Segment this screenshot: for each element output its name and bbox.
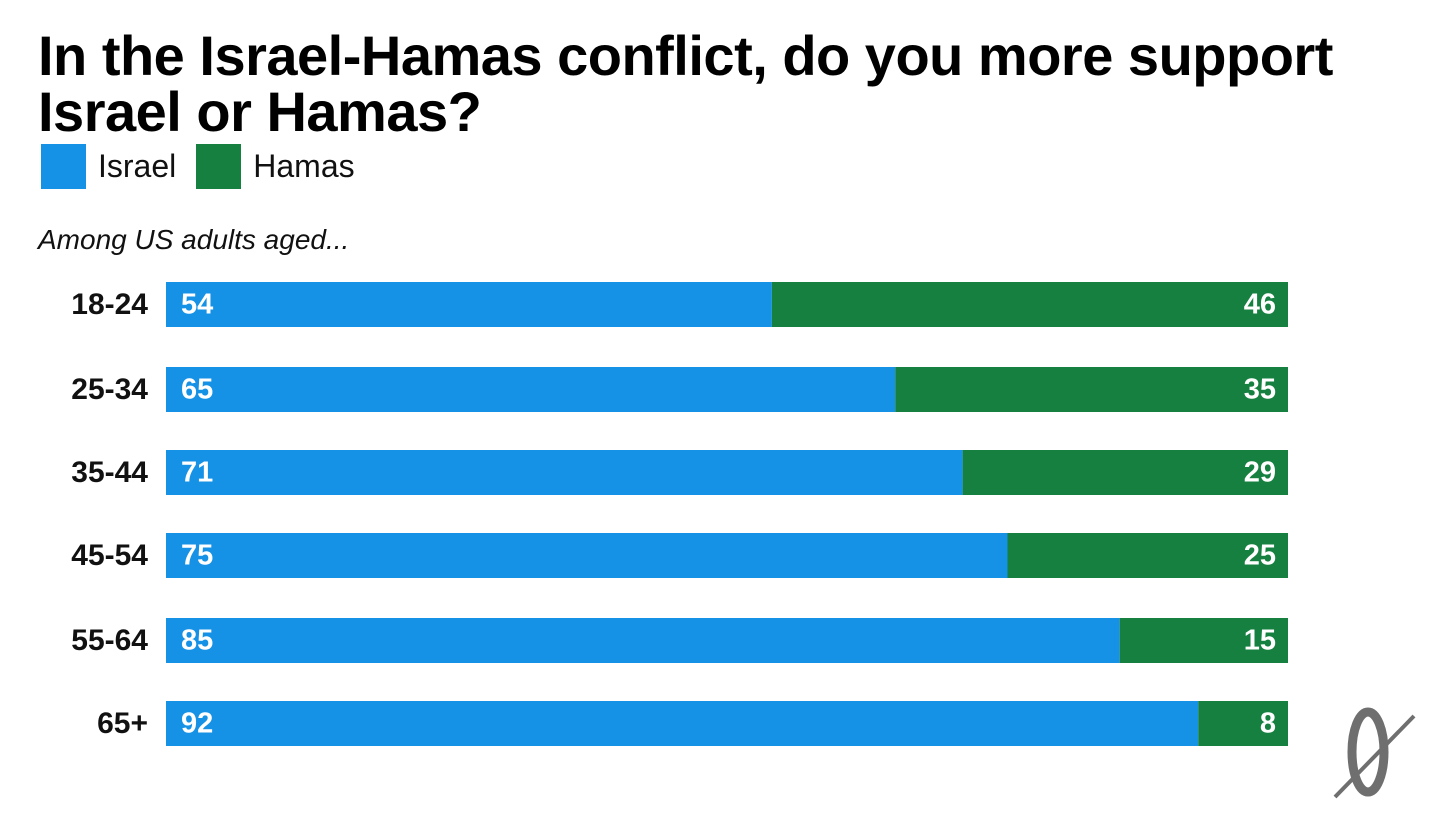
bar-hamas-45-54: [1007, 533, 1288, 578]
legend-label-israel: Israel: [98, 147, 177, 184]
legend: Israel Hamas: [41, 143, 375, 189]
value-label-israel-25-34: 65: [181, 374, 213, 406]
legend-item-hamas: Hamas: [196, 143, 355, 189]
bar-israel-55-64: [166, 618, 1120, 663]
category-label-35-44: 35-44: [71, 456, 148, 489]
bar-hamas-55-64: [1119, 618, 1288, 663]
value-label-hamas-45-54: 25: [1244, 540, 1276, 572]
category-label-65+: 65+: [97, 707, 148, 740]
value-label-israel-18-24: 54: [181, 289, 213, 321]
bar-israel-25-34: [166, 367, 896, 412]
category-label-25-34: 25-34: [71, 373, 148, 406]
value-label-hamas-65+: 8: [1260, 708, 1276, 740]
bar-hamas-18-24: [771, 282, 1288, 327]
value-label-israel-35-44: 71: [181, 457, 213, 489]
slashed-zero-logo-icon: [1333, 707, 1416, 799]
category-label-45-54: 45-54: [71, 539, 148, 572]
category-label-18-24: 18-24: [71, 288, 148, 321]
bar-hamas-35-44: [962, 450, 1288, 495]
chart-subtitle: Among US adults aged...: [38, 224, 350, 255]
value-label-hamas-35-44: 29: [1244, 457, 1276, 489]
value-label-hamas-55-64: 15: [1244, 625, 1276, 657]
legend-item-israel: Israel: [41, 143, 177, 189]
bar-israel-45-54: [166, 533, 1008, 578]
legend-swatch-israel: [41, 143, 86, 189]
legend-label-hamas: Hamas: [253, 147, 355, 184]
bar-hamas-25-34: [895, 367, 1288, 412]
bar-israel-65+: [166, 701, 1199, 746]
value-label-israel-45-54: 75: [181, 540, 213, 572]
value-label-israel-65+: 92: [181, 708, 213, 740]
legend-swatch-hamas: [196, 143, 242, 189]
value-label-hamas-18-24: 46: [1244, 289, 1276, 321]
value-label-israel-55-64: 85: [181, 625, 213, 657]
value-label-hamas-25-34: 35: [1244, 374, 1276, 406]
chart-title: In the Israel-Hamas conflict, do you mor…: [38, 24, 1333, 143]
bar-israel-18-24: [166, 282, 772, 327]
bar-hamas-65+: [1198, 701, 1288, 746]
category-label-55-64: 55-64: [71, 624, 148, 657]
bar-israel-35-44: [166, 450, 963, 495]
